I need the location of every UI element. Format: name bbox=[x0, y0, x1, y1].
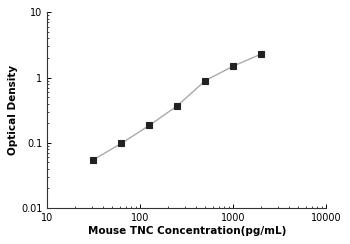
Y-axis label: Optical Density: Optical Density bbox=[8, 65, 18, 155]
X-axis label: Mouse TNC Concentration(pg/mL): Mouse TNC Concentration(pg/mL) bbox=[88, 226, 286, 236]
